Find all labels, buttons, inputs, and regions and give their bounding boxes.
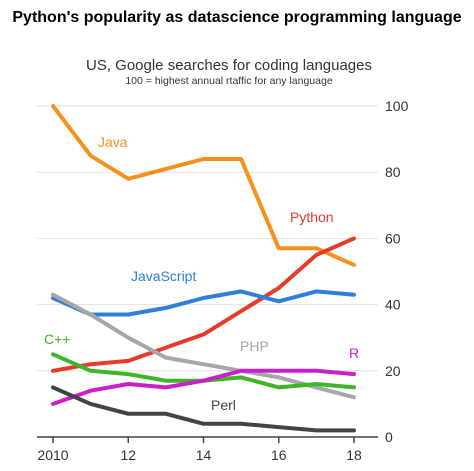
series-label-java: Java: [98, 134, 128, 150]
series-label-javascript: JavaScript: [131, 268, 196, 284]
series-line-r: [51, 368, 356, 406]
series-label-perl: Perl: [211, 397, 236, 413]
chart-subtitle: 100 = highest annual rtaffic for any lan…: [125, 75, 332, 87]
series-label-c-: C++: [44, 331, 70, 347]
page-title: Python's popularity as datascience progr…: [12, 9, 462, 26]
chart-title: US, Google searches for coding languages: [86, 57, 372, 74]
series-line-perl: [51, 385, 356, 433]
y-tick-label: 100: [385, 98, 409, 114]
y-tick-label: 40: [385, 297, 401, 313]
series-line-java: [51, 104, 356, 267]
x-tick-label: 14: [196, 447, 212, 463]
series-line-python: [51, 236, 356, 373]
y-tick-label: 20: [385, 363, 401, 379]
series-lines: [51, 104, 356, 433]
y-tick-label: 80: [385, 164, 401, 180]
x-tick-label: 12: [120, 447, 136, 463]
series-label-php: PHP: [240, 338, 269, 354]
x-tick-label: 18: [346, 447, 362, 463]
series-label-r: R: [349, 345, 359, 361]
series-labels: Java Python JavaScript PHP C++ R Perl: [44, 134, 359, 413]
series-label-python: Python: [290, 209, 334, 225]
axes: 0 20 40 60 80 100 2010 12 14 16 18: [37, 98, 409, 463]
x-tick-label: 16: [271, 447, 287, 463]
series-line-javascript: [51, 289, 356, 317]
y-tick-label: 60: [385, 230, 401, 246]
x-tick-label: 2010: [37, 447, 68, 463]
y-tick-label: 0: [385, 429, 393, 445]
